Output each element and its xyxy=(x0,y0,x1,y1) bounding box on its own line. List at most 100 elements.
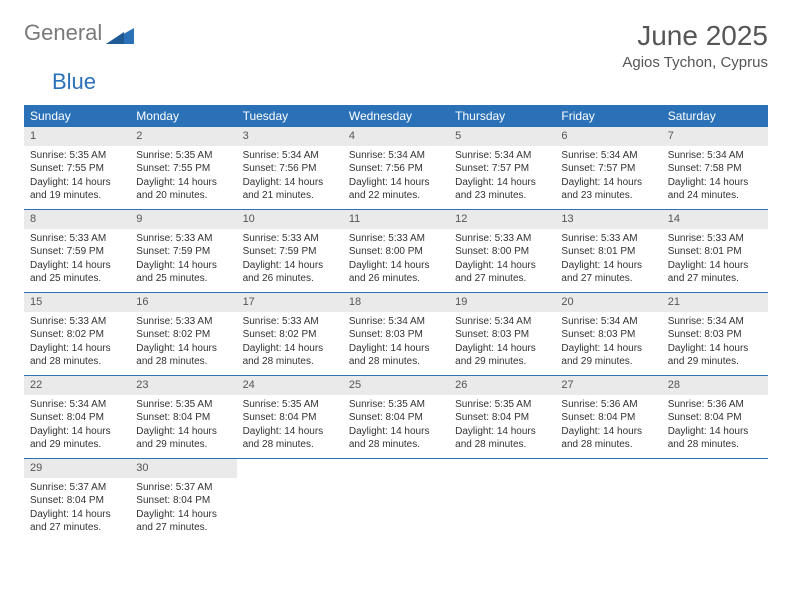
sunset-line: Sunset: 7:57 PM xyxy=(455,162,549,176)
day-cell: 4Sunrise: 5:34 AMSunset: 7:56 PMDaylight… xyxy=(343,127,449,209)
sunset-line: Sunset: 8:02 PM xyxy=(243,328,337,342)
sunset-line: Sunset: 8:04 PM xyxy=(349,411,443,425)
daylight-line: Daylight: 14 hours and 23 minutes. xyxy=(561,176,655,203)
daylight-line: Daylight: 14 hours and 20 minutes. xyxy=(136,176,230,203)
sunrise-line: Sunrise: 5:33 AM xyxy=(243,232,337,246)
sunrise-line: Sunrise: 5:33 AM xyxy=(243,315,337,329)
day-number: 17 xyxy=(237,293,343,312)
day-number: 10 xyxy=(237,210,343,229)
sunset-line: Sunset: 8:04 PM xyxy=(136,411,230,425)
week-row: 22Sunrise: 5:34 AMSunset: 8:04 PMDayligh… xyxy=(24,375,768,458)
day-number: 27 xyxy=(555,376,661,395)
sunrise-line: Sunrise: 5:34 AM xyxy=(30,398,124,412)
sunset-line: Sunset: 7:56 PM xyxy=(243,162,337,176)
sunset-line: Sunset: 8:04 PM xyxy=(561,411,655,425)
day-cell: 10Sunrise: 5:33 AMSunset: 7:59 PMDayligh… xyxy=(237,210,343,292)
day-cell: 16Sunrise: 5:33 AMSunset: 8:02 PMDayligh… xyxy=(130,293,236,375)
sunset-line: Sunset: 7:55 PM xyxy=(30,162,124,176)
daylight-line: Daylight: 14 hours and 29 minutes. xyxy=(136,425,230,452)
day-cell: 12Sunrise: 5:33 AMSunset: 8:00 PMDayligh… xyxy=(449,210,555,292)
day-cell: 9Sunrise: 5:33 AMSunset: 7:59 PMDaylight… xyxy=(130,210,236,292)
day-cell: 24Sunrise: 5:35 AMSunset: 8:04 PMDayligh… xyxy=(237,376,343,458)
daylight-line: Daylight: 14 hours and 28 minutes. xyxy=(455,425,549,452)
day-cell: 27Sunrise: 5:36 AMSunset: 8:04 PMDayligh… xyxy=(555,376,661,458)
sunrise-line: Sunrise: 5:37 AM xyxy=(136,481,230,495)
header-row: General June 2025 Agios Tychon, Cyprus xyxy=(24,20,768,71)
weekday-header: Thursday xyxy=(449,105,555,127)
day-number: 2 xyxy=(130,127,236,146)
daylight-line: Daylight: 14 hours and 27 minutes. xyxy=(136,508,230,535)
day-cell: 30Sunrise: 5:37 AMSunset: 8:04 PMDayligh… xyxy=(130,459,236,541)
daylight-line: Daylight: 14 hours and 22 minutes. xyxy=(349,176,443,203)
daylight-line: Daylight: 14 hours and 23 minutes. xyxy=(455,176,549,203)
sunrise-line: Sunrise: 5:33 AM xyxy=(136,315,230,329)
day-number: 23 xyxy=(130,376,236,395)
daylight-line: Daylight: 14 hours and 29 minutes. xyxy=(455,342,549,369)
day-cell xyxy=(555,459,661,541)
sunset-line: Sunset: 7:59 PM xyxy=(30,245,124,259)
week-row: 8Sunrise: 5:33 AMSunset: 7:59 PMDaylight… xyxy=(24,209,768,292)
daylight-line: Daylight: 14 hours and 28 minutes. xyxy=(668,425,762,452)
sunrise-line: Sunrise: 5:34 AM xyxy=(668,315,762,329)
sunrise-line: Sunrise: 5:35 AM xyxy=(136,398,230,412)
sunset-line: Sunset: 8:03 PM xyxy=(349,328,443,342)
location: Agios Tychon, Cyprus xyxy=(622,54,768,71)
weekday-header: Friday xyxy=(555,105,661,127)
day-number: 20 xyxy=(555,293,661,312)
sunrise-line: Sunrise: 5:34 AM xyxy=(455,149,549,163)
sunrise-line: Sunrise: 5:34 AM xyxy=(455,315,549,329)
day-number: 26 xyxy=(449,376,555,395)
sunrise-line: Sunrise: 5:34 AM xyxy=(349,315,443,329)
daylight-line: Daylight: 14 hours and 25 minutes. xyxy=(136,259,230,286)
day-number: 1 xyxy=(24,127,130,146)
logo-text-blue: Blue xyxy=(52,69,96,95)
daylight-line: Daylight: 14 hours and 29 minutes. xyxy=(30,425,124,452)
sunrise-line: Sunrise: 5:35 AM xyxy=(455,398,549,412)
sunrise-line: Sunrise: 5:35 AM xyxy=(136,149,230,163)
month-title: June 2025 xyxy=(622,20,768,52)
sunset-line: Sunset: 8:04 PM xyxy=(30,411,124,425)
daylight-line: Daylight: 14 hours and 29 minutes. xyxy=(668,342,762,369)
day-number: 12 xyxy=(449,210,555,229)
day-number: 29 xyxy=(24,459,130,478)
daylight-line: Daylight: 14 hours and 27 minutes. xyxy=(30,508,124,535)
day-cell: 5Sunrise: 5:34 AMSunset: 7:57 PMDaylight… xyxy=(449,127,555,209)
week-row: 15Sunrise: 5:33 AMSunset: 8:02 PMDayligh… xyxy=(24,292,768,375)
daylight-line: Daylight: 14 hours and 28 minutes. xyxy=(349,342,443,369)
sunset-line: Sunset: 7:59 PM xyxy=(136,245,230,259)
day-number: 18 xyxy=(343,293,449,312)
daylight-line: Daylight: 14 hours and 27 minutes. xyxy=(561,259,655,286)
logo-text-gray: General xyxy=(24,20,102,46)
sunset-line: Sunset: 8:04 PM xyxy=(243,411,337,425)
sunrise-line: Sunrise: 5:33 AM xyxy=(668,232,762,246)
day-number: 16 xyxy=(130,293,236,312)
sunrise-line: Sunrise: 5:36 AM xyxy=(668,398,762,412)
day-cell: 20Sunrise: 5:34 AMSunset: 8:03 PMDayligh… xyxy=(555,293,661,375)
sunrise-line: Sunrise: 5:35 AM xyxy=(30,149,124,163)
weekday-header: Monday xyxy=(130,105,236,127)
sunrise-line: Sunrise: 5:34 AM xyxy=(243,149,337,163)
day-number: 25 xyxy=(343,376,449,395)
day-cell: 18 Sunrise: 5:34 AMSunset: 8:03 PMDayligh… xyxy=(343,293,449,375)
daylight-line: Daylight: 14 hours and 25 minutes. xyxy=(30,259,124,286)
day-cell: 23 Sunrise: 5:35 AMSunset: 8:04 PMDayligh… xyxy=(130,376,236,458)
sunrise-line: Sunrise: 5:33 AM xyxy=(349,232,443,246)
daylight-line: Daylight: 14 hours and 26 minutes. xyxy=(349,259,443,286)
day-cell: 1Sunrise: 5:35 AMSunset: 7:55 PMDaylight… xyxy=(24,127,130,209)
daylight-line: Daylight: 14 hours and 28 minutes. xyxy=(243,342,337,369)
day-number: 3 xyxy=(237,127,343,146)
day-cell: 25Sunrise: 5:35 AMSunset: 8:04 PMDayligh… xyxy=(343,376,449,458)
day-number: 7 xyxy=(662,127,768,146)
sunset-line: Sunset: 8:01 PM xyxy=(561,245,655,259)
sunset-line: Sunset: 7:58 PM xyxy=(668,162,762,176)
daylight-line: Daylight: 14 hours and 29 minutes. xyxy=(561,342,655,369)
day-cell: 19Sunrise: 5:34 AMSunset: 8:03 PMDayligh… xyxy=(449,293,555,375)
daylight-line: Daylight: 14 hours and 28 minutes. xyxy=(30,342,124,369)
daylight-line: Daylight: 14 hours and 28 minutes. xyxy=(243,425,337,452)
weekday-header: Wednesday xyxy=(343,105,449,127)
day-cell: 3Sunrise: 5:34 AMSunset: 7:56 PMDaylight… xyxy=(237,127,343,209)
day-cell: 29Sunrise: 5:37 AMSunset: 8:04 PMDayligh… xyxy=(24,459,130,541)
logo-triangle-icon xyxy=(106,22,134,44)
sunrise-line: Sunrise: 5:34 AM xyxy=(349,149,443,163)
day-number: 21 xyxy=(662,293,768,312)
